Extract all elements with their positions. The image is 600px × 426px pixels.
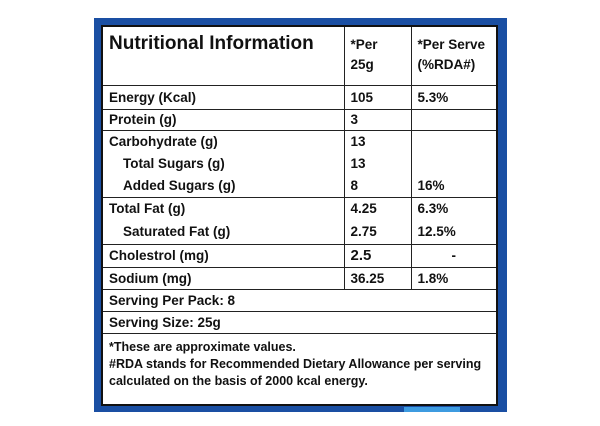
nutrition-label: Nutritional Information *Per 25g *Per Se… [101, 25, 498, 406]
serving-per-pack: Serving Per Pack: 8 [103, 289, 496, 311]
nutrient-name: Added Sugars (g) [103, 174, 344, 197]
table-row: Energy (Kcal) 105 5.3% [103, 85, 496, 109]
nutrient-name: Total Sugars (g) [103, 152, 344, 174]
col-header-per-25g: *Per 25g [344, 27, 411, 85]
serving-size-row: Serving Size: 25g [103, 311, 496, 333]
per-25g-value: 8 [344, 174, 411, 197]
col-header-per-serve-line2: (%RDA#) [418, 55, 491, 75]
nutrient-name: Cholestrol (mg) [103, 244, 344, 267]
footnote-line: calculated on the basis of 2000 kcal ene… [109, 373, 490, 390]
nutrient-name: Carbohydrate (g) [103, 130, 344, 152]
table-row: Total Fat (g) 4.25 6.3% [103, 197, 496, 220]
table-row: Sodium (mg) 36.25 1.8% [103, 267, 496, 289]
serving-size: Serving Size: 25g [103, 311, 496, 333]
header-row: Nutritional Information *Per 25g *Per Se… [103, 27, 496, 85]
nutrient-name: Sodium (mg) [103, 267, 344, 289]
nutrition-table: Nutritional Information *Per 25g *Per Se… [103, 27, 496, 404]
per-serve-value [411, 130, 496, 152]
notes-row: *These are approximate values. #RDA stan… [103, 333, 496, 404]
per-serve-value: 16% [411, 174, 496, 197]
per-serve-value: - [411, 244, 496, 267]
per-25g-value: 3 [344, 109, 411, 130]
per-25g-value: 4.25 [344, 197, 411, 220]
per-25g-value: 2.5 [344, 244, 411, 267]
per-serve-value: 6.3% [411, 197, 496, 220]
per-25g-value: 13 [344, 130, 411, 152]
per-serve-value: 12.5% [411, 220, 496, 244]
footnotes: *These are approximate values. #RDA stan… [103, 333, 496, 404]
per-25g-value: 36.25 [344, 267, 411, 289]
table-row: Total Sugars (g) 13 [103, 152, 496, 174]
col-header-per-serve: *Per Serve (%RDA#) [411, 27, 496, 85]
serving-per-pack-row: Serving Per Pack: 8 [103, 289, 496, 311]
table-row: Added Sugars (g) 8 16% [103, 174, 496, 197]
per-serve-value [411, 152, 496, 174]
per-serve-value: 5.3% [411, 85, 496, 109]
per-25g-value: 105 [344, 85, 411, 109]
table-row: Cholestrol (mg) 2.5 - [103, 244, 496, 267]
footnote-line: *These are approximate values. [109, 339, 490, 356]
nutrient-name: Saturated Fat (g) [103, 220, 344, 244]
per-25g-value: 13 [344, 152, 411, 174]
table-title: Nutritional Information [103, 27, 344, 85]
nutrient-name: Total Fat (g) [103, 197, 344, 220]
per-25g-value: 2.75 [344, 220, 411, 244]
nutrient-name: Energy (Kcal) [103, 85, 344, 109]
nutrient-name: Protein (g) [103, 109, 344, 130]
table-row: Protein (g) 3 [103, 109, 496, 130]
per-serve-value: 1.8% [411, 267, 496, 289]
footnote-line: #RDA stands for Recommended Dietary Allo… [109, 356, 490, 373]
table-row: Carbohydrate (g) 13 [103, 130, 496, 152]
frame-accent-stripe [404, 407, 460, 412]
table-row: Saturated Fat (g) 2.75 12.5% [103, 220, 496, 244]
col-header-per-serve-line1: *Per Serve [418, 35, 491, 55]
per-serve-value [411, 109, 496, 130]
